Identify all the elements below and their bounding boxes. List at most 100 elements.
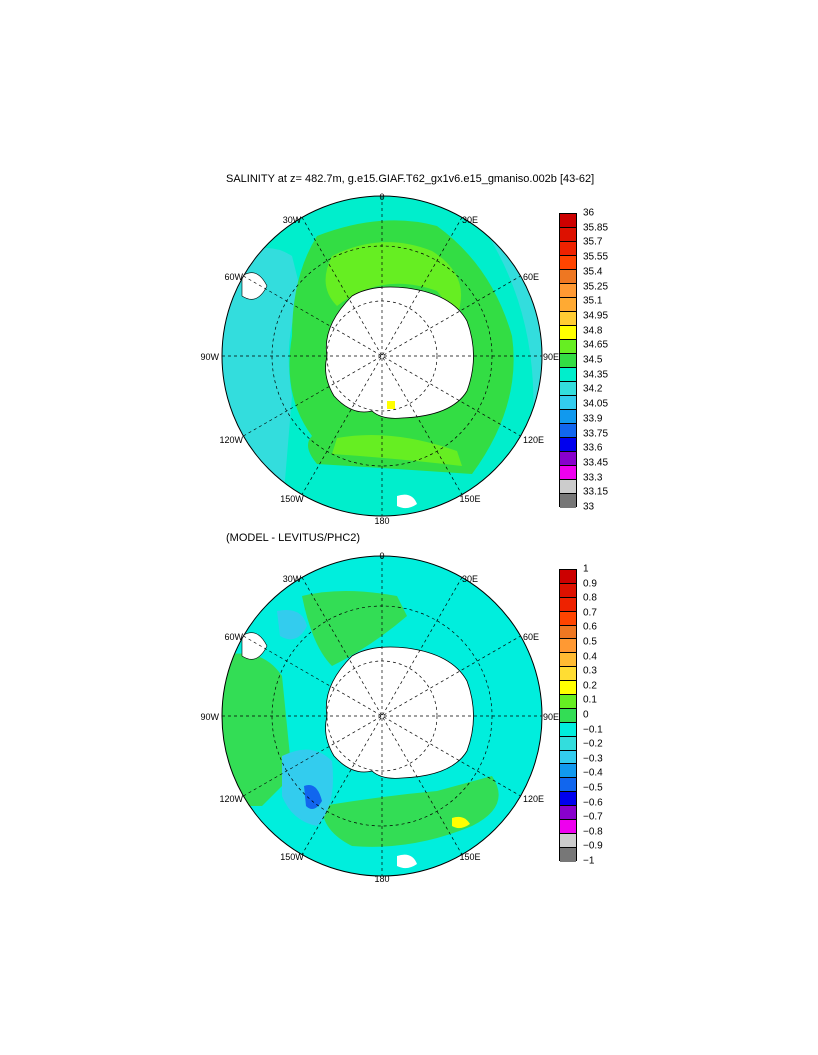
colorbar-tick-label: −0.2 — [583, 738, 603, 750]
colorbar-swatch — [560, 466, 576, 480]
colorbar-tick-label: 0.8 — [583, 592, 597, 604]
colorbar-tick-label: 0.2 — [583, 680, 597, 692]
colorbar-swatch — [560, 833, 576, 848]
colorbar-tick-label: 0.4 — [583, 651, 597, 663]
colorbar-swatch — [560, 611, 576, 626]
colorbar-swatch — [560, 228, 576, 242]
field-minus0.2-nw — [277, 610, 307, 640]
colorbar-tick-label: 33.75 — [583, 428, 609, 439]
colorbar-swatch — [560, 778, 576, 793]
colorbar-swatch — [560, 340, 576, 354]
colorbar-tick-label: 35.25 — [583, 281, 609, 292]
colorbar-swatch — [560, 639, 576, 654]
colorbar-swatch — [560, 708, 576, 723]
antarctica-land — [325, 286, 474, 419]
colorbar-tick-label: 33.3 — [583, 472, 603, 484]
lon-label-120e: 120E — [523, 435, 545, 445]
lon-label-0: 0 — [379, 192, 385, 202]
colorbar-tick-label: 35.1 — [583, 295, 603, 307]
colorbar-swatch — [560, 847, 576, 862]
colorbar-tick-label: 0.7 — [583, 607, 597, 619]
lon-label-180: 180 — [374, 874, 390, 884]
lon-label-150w: 150W — [280, 494, 304, 504]
colorbar-swatch — [560, 583, 576, 598]
yellow-patch — [387, 401, 395, 409]
difference-polar-map — [221, 555, 543, 877]
colorbar-tick-label: −0.8 — [583, 826, 603, 838]
colorbar-tick-label: 0.3 — [583, 665, 597, 677]
antarctica-land — [325, 646, 474, 779]
colorbar-tick-label: −1 — [583, 855, 595, 867]
colorbar-swatch — [560, 695, 576, 709]
field-34.8-south — [332, 434, 462, 466]
colorbar-swatch — [560, 625, 576, 640]
colorbar-tick-label: −0.4 — [583, 767, 603, 779]
colorbar-swatch — [560, 410, 576, 424]
lon-label-150w: 150W — [280, 852, 304, 862]
colorbar-tick-label: 1 — [583, 563, 589, 575]
lon-label-150e: 150E — [459, 494, 481, 504]
colorbar-swatch — [560, 681, 576, 696]
colorbar-tick-label: 36 — [583, 207, 595, 219]
colorbar-swatch — [560, 368, 576, 382]
colorbar-swatch — [560, 270, 576, 284]
lon-label-90w: 90W — [200, 712, 219, 722]
colorbar-tick-label: 35.85 — [583, 222, 609, 234]
colorbar-tick-label: 35.55 — [583, 251, 609, 263]
colorbar-tick-label: 34.5 — [583, 354, 603, 366]
colorbar-tick-label: 34.65 — [583, 339, 609, 351]
lon-label-90e: 90E — [543, 712, 560, 722]
salinity-polar-map — [221, 195, 543, 517]
colorbar-swatch — [560, 424, 576, 438]
map-border — [221, 195, 543, 517]
field-minus0.4-sw — [304, 785, 322, 810]
colorbar-swatch — [560, 597, 576, 612]
colorbar-swatch — [560, 806, 576, 821]
lon-label-60e: 60E — [523, 632, 540, 642]
lon-label-120e: 120E — [523, 794, 545, 804]
lon-label-150e: 150E — [459, 852, 481, 862]
colorbar-swatch — [560, 312, 576, 326]
colorbar-tick-label: 34.2 — [583, 383, 603, 395]
graticule — [222, 196, 542, 516]
white-patch-s — [397, 854, 417, 869]
colorbar-swatch — [560, 298, 576, 312]
colorbar-swatch — [560, 438, 576, 452]
colorbar-tick-label: 0.1 — [583, 694, 597, 706]
colorbar-swatch — [560, 764, 576, 779]
colorbar-tick-label: 33.9 — [583, 413, 603, 425]
lon-label-60w: 60W — [224, 272, 243, 282]
lon-label-120w: 120W — [219, 794, 243, 804]
colorbar-swatch — [560, 256, 576, 270]
colorbar-tick-label: 33 — [583, 501, 595, 513]
colorbar-swatch — [560, 396, 576, 410]
graticule — [222, 556, 542, 876]
colorbar-tick-label: 34.8 — [583, 325, 603, 337]
colorbar-swatch — [560, 494, 576, 508]
difference-colorbar — [559, 569, 577, 862]
white-patch-s — [397, 494, 417, 509]
colorbar-swatch — [560, 242, 576, 256]
colorbar-swatch — [560, 452, 576, 466]
field-0-south — [322, 776, 499, 847]
colorbar-tick-label: −0.9 — [583, 840, 603, 852]
colorbar-tick-label: −0.3 — [583, 753, 603, 765]
colorbar-swatch — [560, 480, 576, 494]
colorbar-tick-label: 34.05 — [583, 398, 609, 410]
lon-label-0: 0 — [379, 551, 385, 561]
colorbar-swatch — [560, 354, 576, 368]
colorbar-tick-label: −0.1 — [583, 724, 603, 736]
white-patch-sw — [241, 632, 268, 660]
colorbar-swatch — [560, 820, 576, 834]
colorbar-swatch — [560, 382, 576, 396]
colorbar-tick-label: −0.6 — [583, 797, 603, 809]
colorbar-swatch — [560, 570, 576, 584]
field-34.8-inner — [325, 242, 462, 316]
salinity-colorbar — [559, 213, 577, 508]
colorbar-tick-label: 34.35 — [583, 369, 609, 381]
field-0.2-se — [452, 816, 470, 829]
lon-label-30w: 30W — [282, 574, 302, 584]
colorbar-tick-label: 0.5 — [583, 636, 597, 648]
lon-label-180: 180 — [374, 516, 390, 526]
lon-label-30w: 30W — [282, 215, 302, 225]
